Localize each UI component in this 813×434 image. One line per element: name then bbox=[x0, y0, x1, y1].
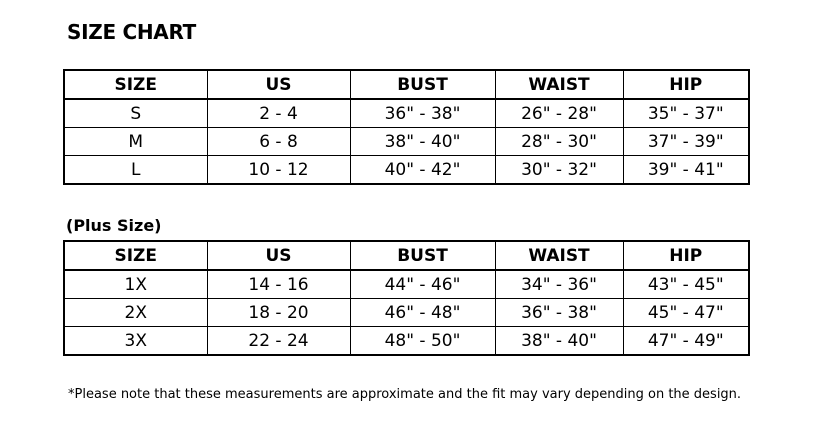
table-cell: 48" - 50" bbox=[349, 326, 496, 356]
column-header: WAIST bbox=[494, 69, 624, 100]
column-header: US bbox=[206, 240, 351, 271]
table-cell: 40" - 42" bbox=[349, 155, 496, 185]
page-title: SIZE CHART bbox=[67, 20, 197, 44]
table-cell: 3X bbox=[63, 326, 208, 356]
table-cell: 18 - 20 bbox=[206, 298, 351, 327]
table-row: 3X 22 - 24 48" - 50" 38" - 40" 47" - 49" bbox=[63, 326, 750, 356]
table-cell: 36" - 38" bbox=[494, 298, 624, 327]
size-table-standard: SIZE US BUST WAIST HIP S 2 - 4 36" - 38"… bbox=[63, 69, 750, 185]
table-cell: 10 - 12 bbox=[206, 155, 351, 185]
table-cell: 1X bbox=[63, 269, 208, 299]
table-cell: 30" - 32" bbox=[494, 155, 624, 185]
table-cell: 14 - 16 bbox=[206, 269, 351, 299]
column-header: HIP bbox=[622, 69, 750, 100]
table-row: S 2 - 4 36" - 38" 26" - 28" 35" - 37" bbox=[63, 98, 750, 128]
footnote: *Please note that these measurements are… bbox=[68, 387, 742, 402]
table-cell: 45" - 47" bbox=[622, 298, 750, 327]
table-cell: 43" - 45" bbox=[622, 269, 750, 299]
column-header: US bbox=[206, 69, 351, 100]
table-cell: 22 - 24 bbox=[206, 326, 351, 356]
table-cell: M bbox=[63, 127, 208, 156]
table-cell: 28" - 30" bbox=[494, 127, 624, 156]
column-header: SIZE bbox=[63, 69, 208, 100]
table-row: 2X 18 - 20 46" - 48" 36" - 38" 45" - 47" bbox=[63, 298, 750, 327]
table-cell: 34" - 36" bbox=[494, 269, 624, 299]
table-cell: 47" - 49" bbox=[622, 326, 750, 356]
table-header-row: SIZE US BUST WAIST HIP bbox=[63, 69, 750, 100]
table-row: M 6 - 8 38" - 40" 28" - 30" 37" - 39" bbox=[63, 127, 750, 156]
table-cell: L bbox=[63, 155, 208, 185]
table-cell: 38" - 40" bbox=[349, 127, 496, 156]
table-row: L 10 - 12 40" - 42" 30" - 32" 39" - 41" bbox=[63, 155, 750, 185]
table-cell: 36" - 38" bbox=[349, 98, 496, 128]
table-cell: 38" - 40" bbox=[494, 326, 624, 356]
table-row: 1X 14 - 16 44" - 46" 34" - 36" 43" - 45" bbox=[63, 269, 750, 299]
column-header: BUST bbox=[349, 240, 496, 271]
table-cell: 44" - 46" bbox=[349, 269, 496, 299]
table-cell: 2 - 4 bbox=[206, 98, 351, 128]
table-cell: 2X bbox=[63, 298, 208, 327]
table-cell: 37" - 39" bbox=[622, 127, 750, 156]
plus-size-heading: (Plus Size) bbox=[66, 216, 162, 235]
table-cell: 46" - 48" bbox=[349, 298, 496, 327]
table-cell: 6 - 8 bbox=[206, 127, 351, 156]
table-cell: 35" - 37" bbox=[622, 98, 750, 128]
column-header: SIZE bbox=[63, 240, 208, 271]
table-header-row: SIZE US BUST WAIST HIP bbox=[63, 240, 750, 271]
size-table-plus: SIZE US BUST WAIST HIP 1X 14 - 16 44" - … bbox=[63, 240, 750, 356]
table-cell: S bbox=[63, 98, 208, 128]
table-cell: 26" - 28" bbox=[494, 98, 624, 128]
column-header: HIP bbox=[622, 240, 750, 271]
column-header: BUST bbox=[349, 69, 496, 100]
table-cell: 39" - 41" bbox=[622, 155, 750, 185]
column-header: WAIST bbox=[494, 240, 624, 271]
